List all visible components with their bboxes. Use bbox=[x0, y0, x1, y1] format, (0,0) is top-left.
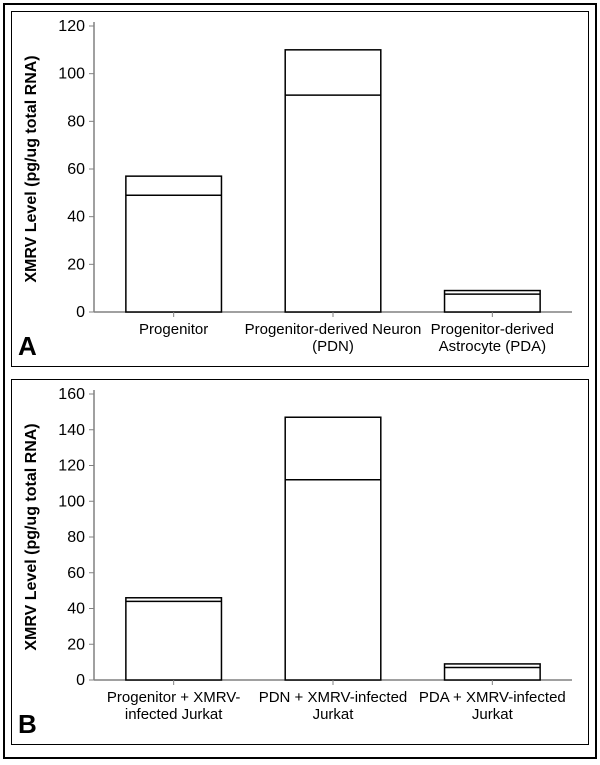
svg-text:120: 120 bbox=[58, 458, 85, 475]
svg-text:100: 100 bbox=[58, 66, 85, 83]
panel-b: 0 20 40 60 80 100 120 140 160 Progenitor + XMRV-i… bbox=[11, 379, 589, 745]
svg-text:140: 140 bbox=[58, 422, 85, 439]
bar bbox=[126, 176, 222, 312]
chart-b: 0 20 40 60 80 100 120 140 160 Progenitor + XMRV-i… bbox=[12, 380, 586, 742]
category-label: Jurkat bbox=[472, 706, 514, 723]
category-label: Astrocyte (PDA) bbox=[439, 338, 547, 355]
category-label: Progenitor-derived Neuron bbox=[245, 321, 422, 338]
svg-text:0: 0 bbox=[76, 672, 85, 689]
svg-text:0: 0 bbox=[76, 304, 85, 321]
svg-text:40: 40 bbox=[67, 601, 85, 618]
svg-text:40: 40 bbox=[67, 209, 85, 226]
svg-text:20: 20 bbox=[67, 256, 85, 273]
svg-text:60: 60 bbox=[67, 161, 85, 178]
svg-text:160: 160 bbox=[58, 386, 85, 403]
svg-text:80: 80 bbox=[67, 113, 85, 130]
bar bbox=[285, 417, 381, 680]
panel-a-label: A bbox=[18, 331, 37, 362]
category-label: Jurkat bbox=[313, 706, 355, 723]
bar bbox=[285, 50, 381, 312]
panel-b-label: B bbox=[18, 709, 37, 740]
svg-text:100: 100 bbox=[58, 493, 85, 510]
figure-frame: 0 20 40 60 80 100 120 Progenitor Progenitor-deri… bbox=[3, 3, 597, 759]
svg-text:80: 80 bbox=[67, 529, 85, 546]
svg-text:60: 60 bbox=[67, 565, 85, 582]
bar bbox=[126, 598, 222, 680]
category-label: Progenitor-derived bbox=[431, 321, 554, 338]
category-label: (PDN) bbox=[312, 338, 354, 355]
category-label: Progenitor + XMRV- bbox=[107, 689, 241, 706]
bar bbox=[445, 664, 541, 680]
y-axis-label: XMRV Level (pg/ug total RNA) bbox=[23, 55, 40, 282]
panel-a: 0 20 40 60 80 100 120 Progenitor Progenitor-deri… bbox=[11, 11, 589, 367]
category-label: PDA + XMRV-infected bbox=[419, 689, 566, 706]
svg-text:20: 20 bbox=[67, 636, 85, 653]
y-axis-label: XMRV Level (pg/ug total RNA) bbox=[23, 423, 40, 650]
category-label: PDN + XMRV-infected bbox=[259, 689, 408, 706]
svg-text:120: 120 bbox=[58, 18, 85, 35]
category-label: Progenitor bbox=[139, 321, 208, 338]
category-label: infected Jurkat bbox=[125, 706, 223, 723]
chart-a: 0 20 40 60 80 100 120 Progenitor Progenitor-deri… bbox=[12, 12, 586, 364]
